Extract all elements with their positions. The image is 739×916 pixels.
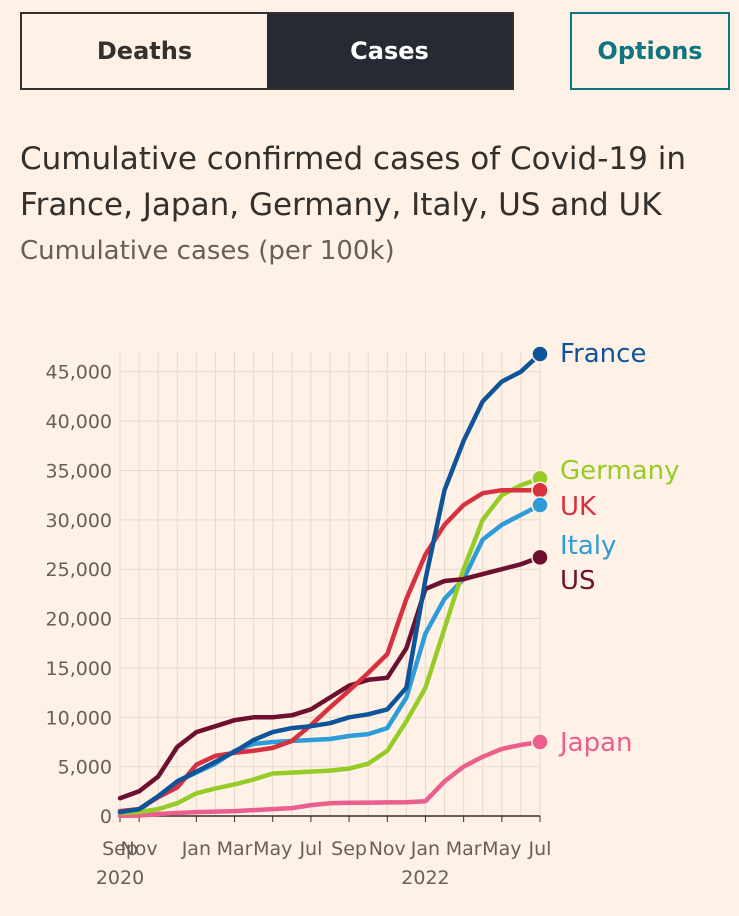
- end-label-uk: UK: [560, 492, 597, 522]
- series-line-japan: [117, 739, 543, 819]
- chart-subtitle: Cumulative cases (per 100k): [20, 236, 395, 266]
- x-tick-label: Nov: [121, 838, 158, 860]
- chart-title: Cumulative confirmed cases of Covid-19 i…: [20, 141, 686, 223]
- x-tick-label: Nov: [369, 838, 406, 860]
- y-tick-label: 10,000: [46, 707, 112, 729]
- x-tick-label: Jul: [298, 838, 322, 860]
- y-tick-label: 20,000: [46, 609, 112, 631]
- x-tick-label: May: [482, 838, 521, 860]
- series-line-us: [117, 555, 543, 801]
- tab-cases[interactable]: Cases: [267, 14, 512, 88]
- end-marker-japan: [531, 733, 549, 751]
- end-label-us: US: [560, 566, 596, 596]
- y-tick-label: 45,000: [46, 362, 112, 384]
- end-label-japan: Japan: [558, 728, 633, 758]
- metric-tabs: Deaths Cases: [20, 12, 514, 90]
- x-tick-label: Mar: [217, 838, 253, 860]
- x-tick-year-label: 2022: [401, 867, 449, 889]
- end-marker-uk: [531, 481, 549, 499]
- end-label-germany: Germany: [560, 456, 680, 486]
- y-tick-label: 40,000: [46, 411, 112, 433]
- end-marker-italy: [531, 496, 549, 514]
- x-tick-year-label: 2020: [96, 867, 144, 889]
- x-tick-label: Mar: [446, 838, 482, 860]
- end-label-france: France: [560, 339, 646, 369]
- end-label-italy: Italy: [560, 531, 616, 561]
- x-tick-label: Jan: [181, 838, 211, 860]
- series-line-france: [117, 351, 543, 815]
- tab-deaths[interactable]: Deaths: [96, 37, 193, 65]
- x-tick-label: Sep: [102, 838, 138, 860]
- x-tick-label: Jul: [528, 838, 552, 860]
- series-line-germany: [117, 476, 543, 816]
- y-tick-label: 35,000: [46, 460, 112, 482]
- y-tick-label: 0: [100, 806, 112, 828]
- end-marker-us: [531, 548, 549, 567]
- end-marker-france: [531, 345, 549, 363]
- y-tick-label: 25,000: [46, 559, 112, 581]
- y-tick-label: 30,000: [46, 510, 112, 532]
- x-tick-label: Jan: [410, 838, 440, 860]
- x-tick-label: Sep: [331, 838, 367, 860]
- options-button[interactable]: Options: [570, 12, 730, 90]
- y-tick-label: 5,000: [58, 757, 112, 779]
- y-tick-label: 15,000: [46, 658, 112, 680]
- x-tick-label: May: [253, 838, 292, 860]
- series-line-uk: [117, 487, 543, 814]
